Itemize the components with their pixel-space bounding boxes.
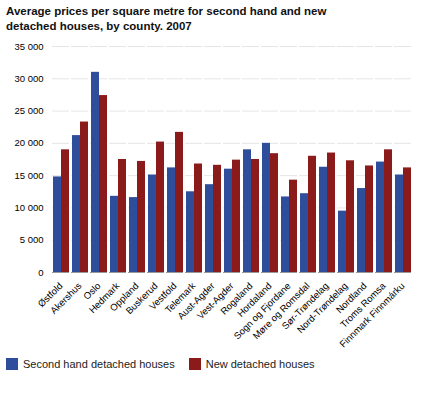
svg-text:Rogaland: Rogaland	[218, 280, 255, 317]
svg-text:Nordland: Nordland	[333, 280, 369, 315]
svg-text:Nord-Trøndelag: Nord-Trøndelag	[294, 280, 350, 335]
svg-text:Akershus: Akershus	[48, 280, 84, 316]
svg-text:Hordaland: Hordaland	[234, 280, 274, 319]
svg-text:Buskerud: Buskerud	[123, 280, 160, 317]
svg-text:Vest-Agder: Vest-Agder	[194, 280, 236, 321]
svg-text:5 000: 5 000	[20, 234, 44, 245]
svg-text:Oppland: Oppland	[107, 280, 141, 314]
svg-text:Møre og Romsdal: Møre og Romsdal	[250, 280, 312, 342]
svg-text:25 000: 25 000	[14, 105, 43, 116]
svg-text:Telemark: Telemark	[162, 280, 198, 315]
svg-text:Sør-Trøndelag: Sør-Trøndelag	[279, 280, 331, 332]
svg-text:Sogn og Fjordane: Sogn og Fjordane	[231, 280, 293, 342]
svg-text:Vestfold: Vestfold	[146, 280, 179, 312]
svg-text:30 000: 30 000	[14, 73, 43, 84]
svg-text:Oslo: Oslo	[81, 280, 103, 302]
svg-text:Finnmark Finnmárku: Finnmark Finnmárku	[337, 280, 406, 349]
svg-text:Troms Romsa: Troms Romsa	[337, 280, 388, 330]
svg-text:0: 0	[38, 266, 43, 277]
svg-text:20 000: 20 000	[14, 137, 43, 148]
html-text:Average prices per square metr: Average prices per square metre for seco…	[6, 5, 327, 32]
svg-text:35 000: 35 000	[14, 40, 43, 51]
svg-text:Østfold: Østfold	[35, 280, 65, 310]
svg-text:Aust-Agder: Aust-Agder	[175, 280, 217, 322]
svg-text:10 000: 10 000	[14, 202, 43, 213]
html-text:New detached houses: New detached houses	[205, 357, 315, 370]
svg-text:15 000: 15 000	[14, 170, 43, 181]
svg-text:Hedmark: Hedmark	[86, 280, 122, 315]
html-text:Second hand detached houses: Second hand detached houses	[23, 357, 175, 370]
